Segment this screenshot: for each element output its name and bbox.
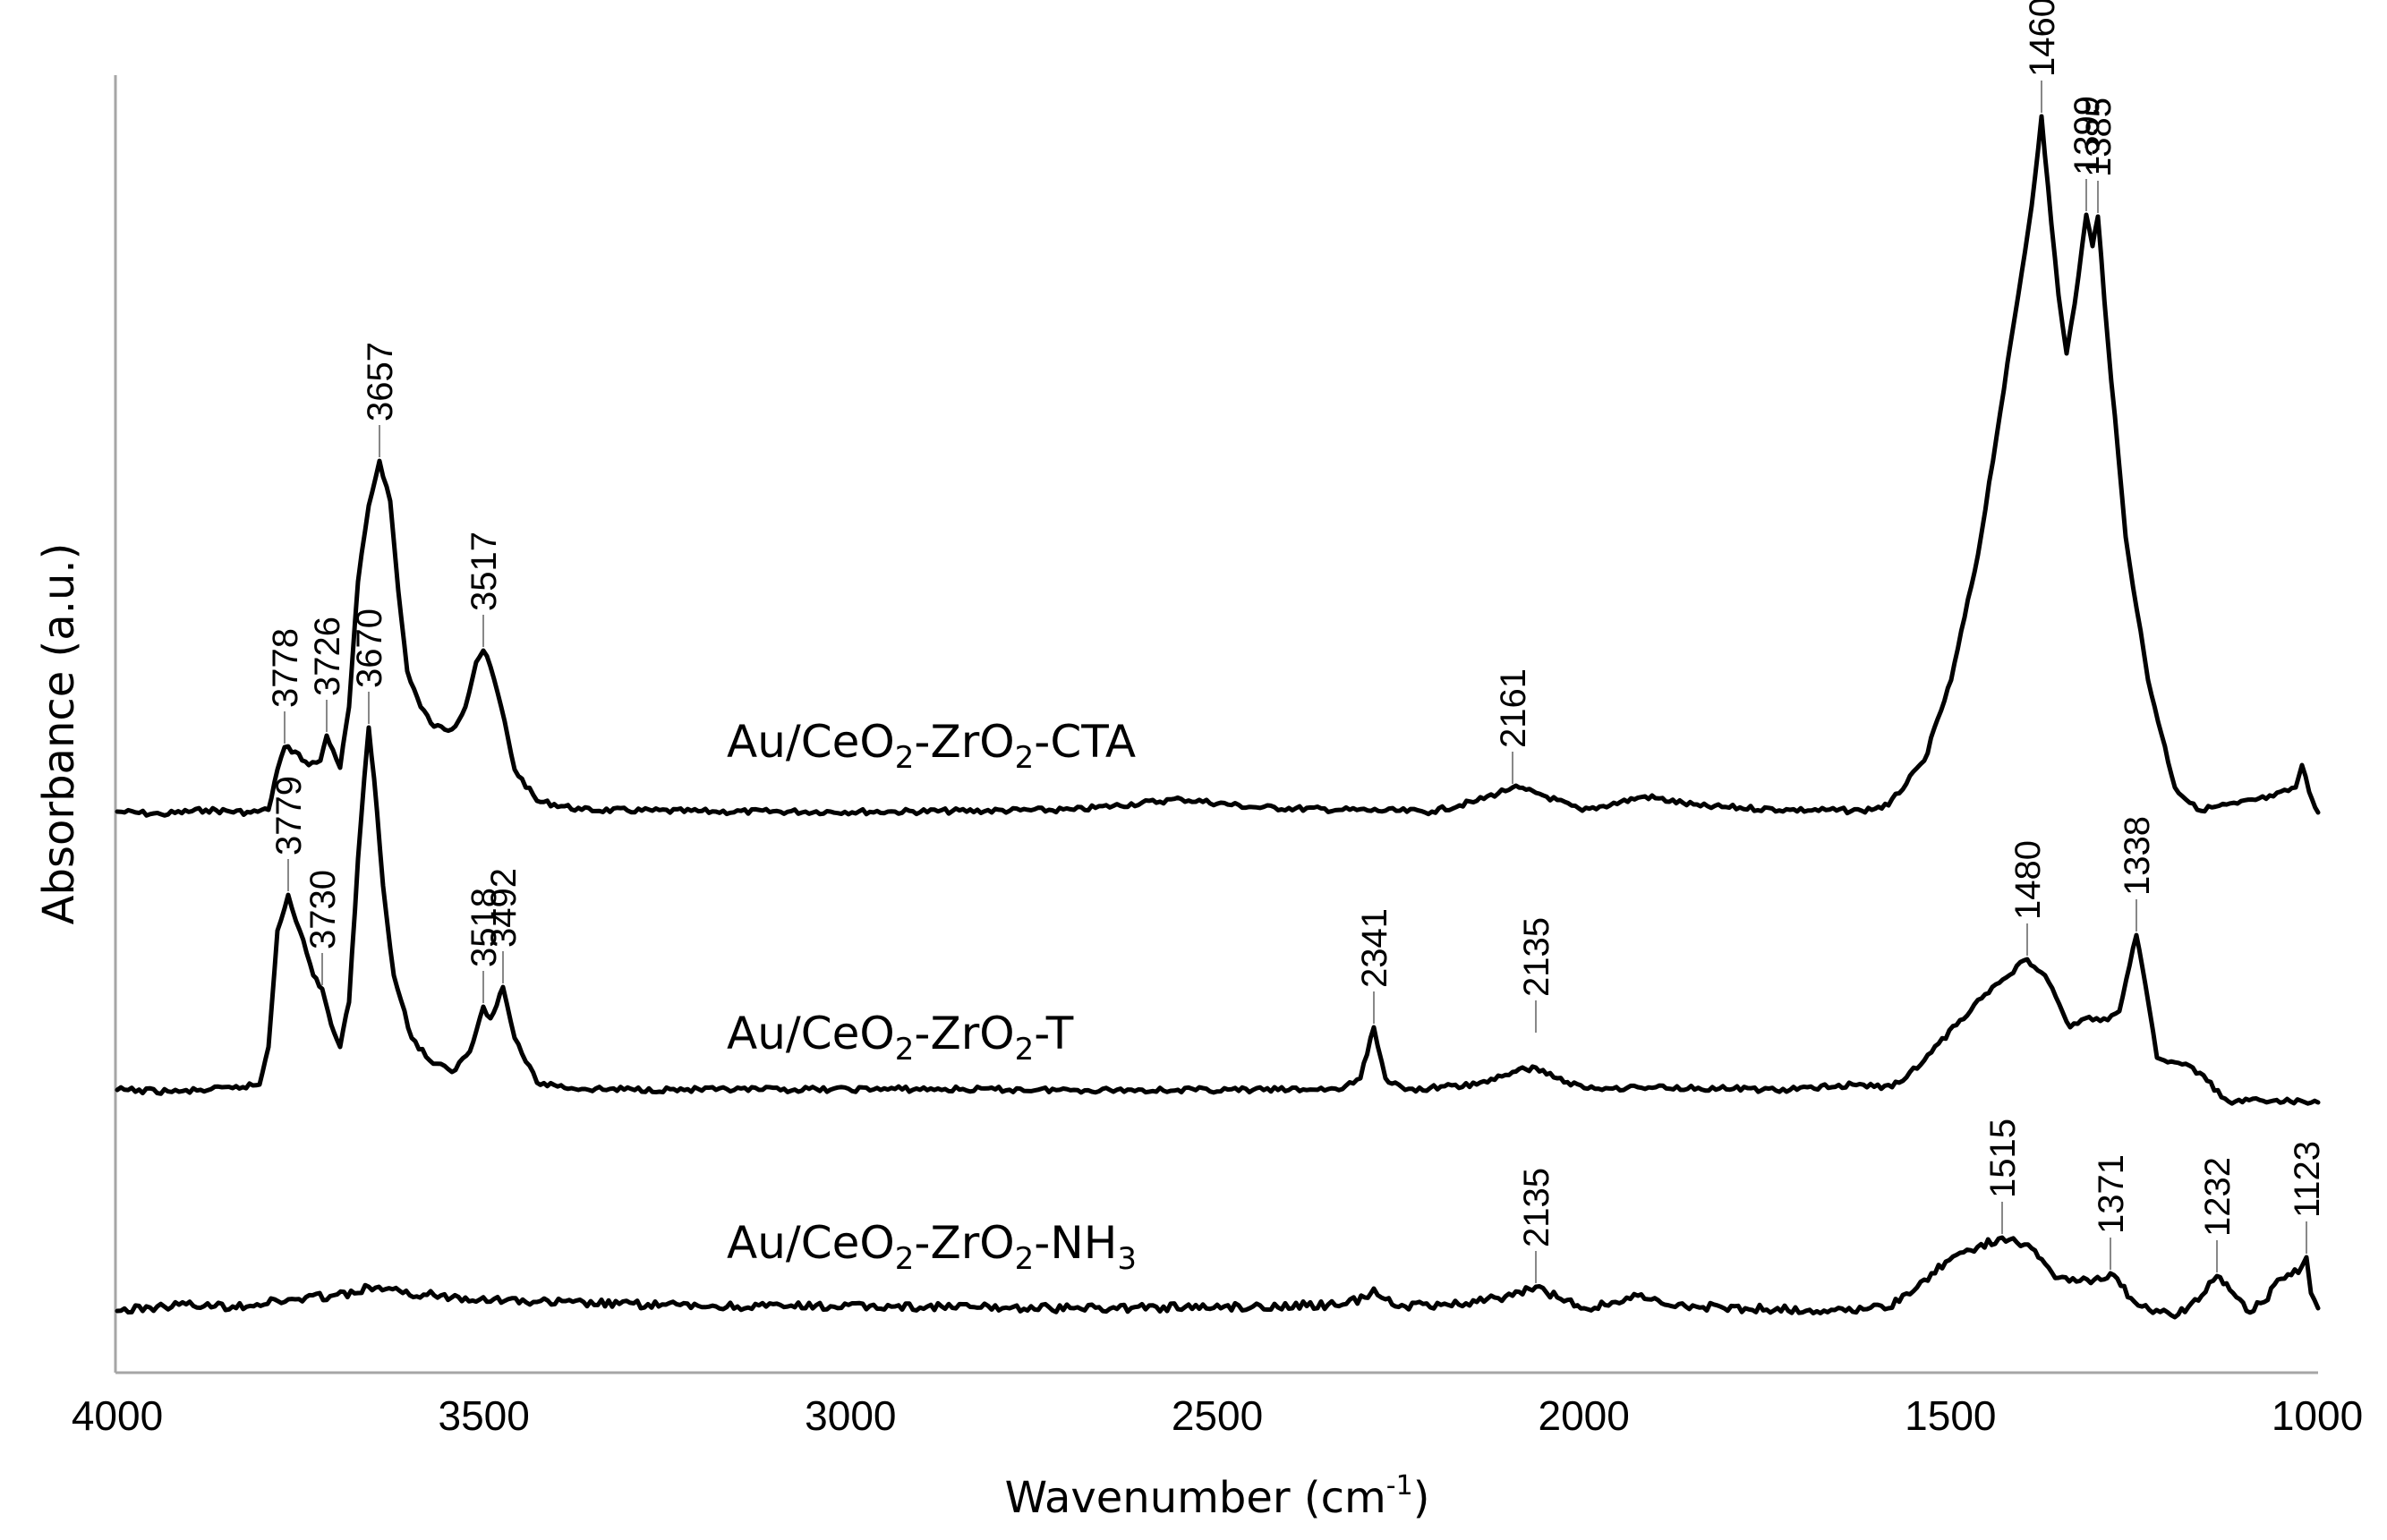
y-axis-title: Absorbance (a.u.) bbox=[34, 543, 84, 925]
x-tick-label: 2000 bbox=[1538, 1392, 1629, 1439]
peak-label: 2341 bbox=[1355, 908, 1394, 988]
peak-label: 1515 bbox=[1983, 1119, 2023, 1198]
x-axis-ticks: 4000 3500 3000 2500 2000 1500 1000 bbox=[72, 1392, 2363, 1439]
peak-label: 1371 bbox=[2092, 1154, 2131, 1234]
x-tick-label: 3500 bbox=[438, 1392, 529, 1439]
peak-label: 3518 bbox=[465, 888, 504, 967]
trace-au-ceo2-zro2-t bbox=[115, 725, 2321, 1106]
peak-label: 1399 bbox=[2067, 96, 2107, 175]
peak-label: 1338 bbox=[2118, 816, 2157, 896]
peak-label: 1480 bbox=[2008, 840, 2048, 920]
peak-label: 3657 bbox=[361, 342, 400, 421]
peak-label: 3778 bbox=[266, 628, 305, 708]
peak-label: 1385 bbox=[2079, 98, 2118, 177]
series-labels: Au/CeO2-ZrO2-CTA Au/CeO2-ZrO2-T Au/CeO2-… bbox=[727, 716, 1137, 1277]
traces bbox=[115, 114, 2321, 1320]
peak-label: 3779 bbox=[269, 776, 309, 855]
series-label-nh3: Au/CeO2-ZrO2-NH3 bbox=[727, 1217, 1137, 1277]
peak-label: 2161 bbox=[1494, 668, 1533, 748]
trace-au-ceo2-zro2-nh3 bbox=[115, 1235, 2321, 1320]
x-tick-label: 1500 bbox=[1905, 1392, 1996, 1439]
peak-label: 2135 bbox=[1517, 1168, 1556, 1247]
series-label-t: Au/CeO2-ZrO2-T bbox=[727, 1008, 1074, 1068]
peak-label: 3517 bbox=[465, 532, 504, 611]
peak-label: 1123 bbox=[2288, 1141, 2327, 1218]
peak-label: 3726 bbox=[308, 617, 347, 696]
x-tick-label: 3000 bbox=[805, 1392, 896, 1439]
peak-label: 1460 bbox=[2023, 0, 2062, 77]
trace-au-ceo2-zro2-cta bbox=[115, 114, 2321, 818]
peak-label: 2135 bbox=[1517, 917, 1556, 997]
x-tick-label: 4000 bbox=[72, 1392, 163, 1439]
axes: 4000 3500 3000 2500 2000 1500 1000 bbox=[72, 75, 2363, 1439]
peak-label: 3730 bbox=[303, 870, 343, 949]
x-tick-label: 1000 bbox=[2272, 1392, 2363, 1439]
x-tick-label: 2500 bbox=[1172, 1392, 1263, 1439]
peak-label: 3492 bbox=[484, 868, 524, 948]
peak-label: 3670 bbox=[350, 608, 389, 688]
x-axis-title: Wavenumber (cm-1) bbox=[1005, 1470, 1430, 1523]
series-label-cta: Au/CeO2-ZrO2-CTA bbox=[727, 716, 1136, 776]
peak-label: 1232 bbox=[2198, 1157, 2238, 1237]
